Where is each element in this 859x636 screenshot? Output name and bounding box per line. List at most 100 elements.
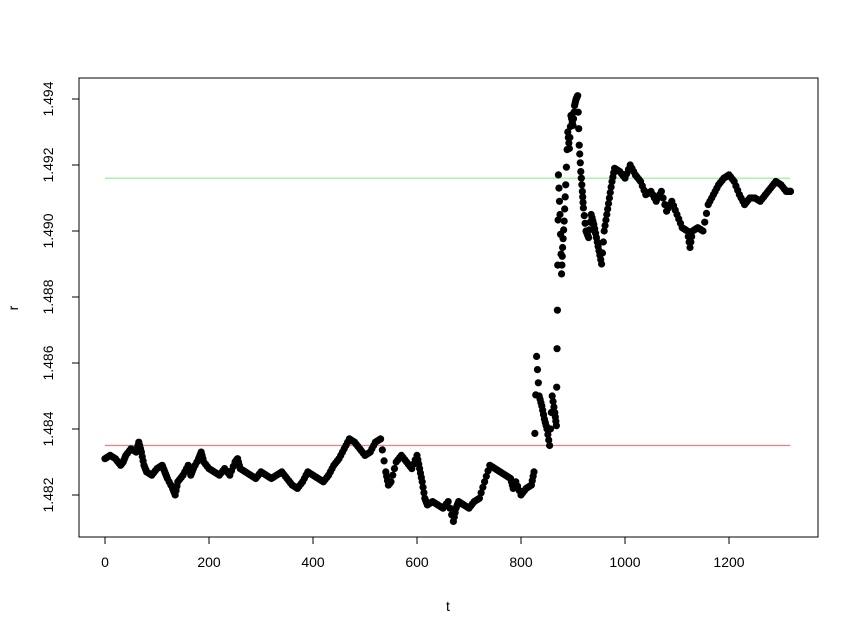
data-point xyxy=(387,478,395,486)
data-point xyxy=(565,139,573,147)
data-point xyxy=(557,270,566,278)
data-point xyxy=(544,430,552,439)
y-tick-label: 1.484 xyxy=(40,411,56,446)
data-point xyxy=(562,163,571,171)
data-point xyxy=(607,183,615,191)
data-point xyxy=(578,187,586,195)
x-axis: 0 200 400 600 800 1000 1200 xyxy=(101,536,745,570)
data-point xyxy=(599,238,607,246)
data-point xyxy=(556,210,564,219)
data-point xyxy=(659,194,667,202)
data-point xyxy=(686,243,694,252)
data-point xyxy=(389,471,397,479)
data-point xyxy=(604,205,612,213)
data-point xyxy=(688,232,696,241)
data-point xyxy=(446,504,454,512)
data-point xyxy=(553,345,561,353)
data-point xyxy=(569,121,577,129)
data-point xyxy=(554,216,562,224)
y-tick-label: 1.490 xyxy=(40,213,56,248)
data-point xyxy=(546,441,554,450)
data-point xyxy=(558,252,566,260)
y-axis: 1.482 1.484 1.486 1.488 1.490 1.492 1.494 xyxy=(40,81,80,513)
x-tick-label: 1000 xyxy=(609,554,640,570)
data-point xyxy=(420,489,428,497)
data-point xyxy=(576,159,584,167)
data-point xyxy=(702,209,711,217)
data-point xyxy=(530,468,538,476)
x-tick-label: 0 xyxy=(101,554,109,570)
y-tick-label: 1.492 xyxy=(40,147,56,182)
y-tick-label: 1.494 xyxy=(40,81,56,116)
data-point xyxy=(601,221,609,230)
data-point xyxy=(562,181,570,189)
data-point xyxy=(546,425,555,433)
data-point xyxy=(553,383,561,391)
data-point xyxy=(604,199,613,208)
data-point xyxy=(574,108,582,116)
data-point xyxy=(566,133,574,142)
data-point xyxy=(561,193,569,201)
data-point xyxy=(687,238,695,246)
data-point xyxy=(560,226,568,234)
data-point xyxy=(565,144,573,153)
data-point xyxy=(548,392,556,400)
data-point xyxy=(699,227,707,235)
data-point xyxy=(479,483,487,491)
y-tick-label: 1.488 xyxy=(40,279,56,314)
data-point xyxy=(378,446,386,454)
data-point xyxy=(598,249,607,257)
y-axis-title: r xyxy=(5,305,21,310)
data-point xyxy=(555,184,563,192)
x-tick-label: 200 xyxy=(197,554,221,570)
data-point xyxy=(603,210,611,219)
data-point xyxy=(602,216,610,224)
data-point xyxy=(585,234,593,242)
data-point xyxy=(576,150,584,158)
data-point xyxy=(533,366,542,374)
data-point xyxy=(477,489,485,497)
data-point xyxy=(559,243,567,252)
data-points xyxy=(101,92,794,526)
data-point xyxy=(482,472,490,480)
data-point xyxy=(598,260,606,268)
data-point xyxy=(577,168,585,176)
data-point xyxy=(377,435,385,443)
data-point xyxy=(701,218,709,226)
data-point xyxy=(549,397,557,406)
data-point xyxy=(533,352,541,360)
data-point xyxy=(575,141,583,149)
data-point xyxy=(550,403,558,411)
data-point xyxy=(380,457,388,465)
data-point xyxy=(475,494,483,502)
data-point xyxy=(606,188,614,197)
data-point xyxy=(577,174,585,182)
data-point xyxy=(552,422,560,430)
data-point xyxy=(558,261,566,269)
data-point xyxy=(564,128,572,136)
x-tick-label: 600 xyxy=(405,554,429,570)
data-point xyxy=(419,483,427,491)
data-point xyxy=(579,193,587,201)
x-tick-label: 400 xyxy=(301,554,325,570)
data-point xyxy=(578,181,586,189)
data-point xyxy=(481,478,489,486)
data-point xyxy=(579,204,588,212)
data-point xyxy=(554,171,563,179)
data-point xyxy=(786,187,794,195)
data-point xyxy=(683,227,692,235)
x-tick-label: 800 xyxy=(509,554,533,570)
data-point xyxy=(580,212,588,220)
data-point xyxy=(418,478,426,486)
x-axis-title: t xyxy=(446,598,450,614)
data-point xyxy=(600,227,608,235)
data-point xyxy=(444,498,452,506)
data-point xyxy=(574,92,582,100)
y-tick-label: 1.482 xyxy=(40,477,56,512)
x-tick-label: 1200 xyxy=(713,554,744,570)
y-tick-label: 1.486 xyxy=(40,345,56,380)
data-point xyxy=(605,194,614,202)
data-point xyxy=(657,187,666,195)
data-point xyxy=(555,197,564,205)
